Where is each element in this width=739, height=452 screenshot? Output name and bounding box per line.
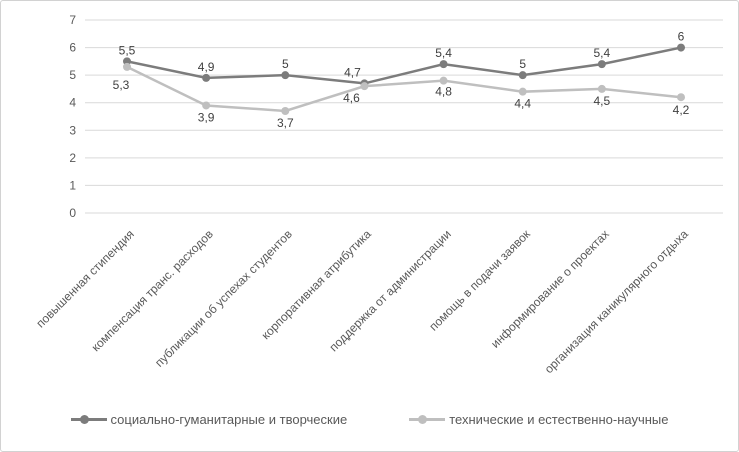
- svg-text:4,5: 4,5: [594, 94, 611, 108]
- svg-text:6: 6: [69, 41, 76, 55]
- legend-label-series2: технические и естественно-научные: [449, 412, 669, 427]
- svg-text:3,7: 3,7: [277, 116, 294, 130]
- svg-text:6: 6: [678, 30, 685, 44]
- svg-text:5: 5: [282, 57, 289, 71]
- svg-text:1: 1: [69, 178, 76, 192]
- legend-item-series1[interactable]: социально-гуманитарные и творческие: [70, 412, 348, 427]
- svg-text:5,5: 5,5: [119, 43, 136, 57]
- svg-text:4,2: 4,2: [673, 103, 690, 117]
- series2-line-marker-icon: [409, 415, 446, 424]
- chart-legend: социально-гуманитарные и творческие техн…: [1, 412, 738, 427]
- legend-label-series1: социально-гуманитарные и творческие: [110, 412, 348, 427]
- svg-text:5,4: 5,4: [594, 46, 611, 60]
- svg-text:4,7: 4,7: [344, 65, 361, 79]
- svg-text:0: 0: [69, 206, 76, 220]
- svg-text:4,9: 4,9: [198, 60, 215, 74]
- svg-text:4,8: 4,8: [435, 85, 452, 99]
- svg-text:3,9: 3,9: [198, 110, 215, 124]
- svg-text:4,6: 4,6: [343, 91, 360, 105]
- svg-text:5: 5: [69, 68, 76, 82]
- series1-line-marker-icon: [70, 415, 107, 424]
- svg-text:5,4: 5,4: [435, 46, 452, 60]
- svg-text:4,4: 4,4: [514, 97, 531, 111]
- svg-text:4: 4: [69, 96, 76, 110]
- svg-text:7: 7: [69, 13, 76, 27]
- svg-text:5,3: 5,3: [113, 78, 130, 92]
- svg-text:2: 2: [69, 151, 76, 165]
- legend-item-series2[interactable]: технические и естественно-научные: [409, 412, 668, 427]
- svg-text:5: 5: [519, 57, 526, 71]
- svg-text:3: 3: [69, 123, 76, 137]
